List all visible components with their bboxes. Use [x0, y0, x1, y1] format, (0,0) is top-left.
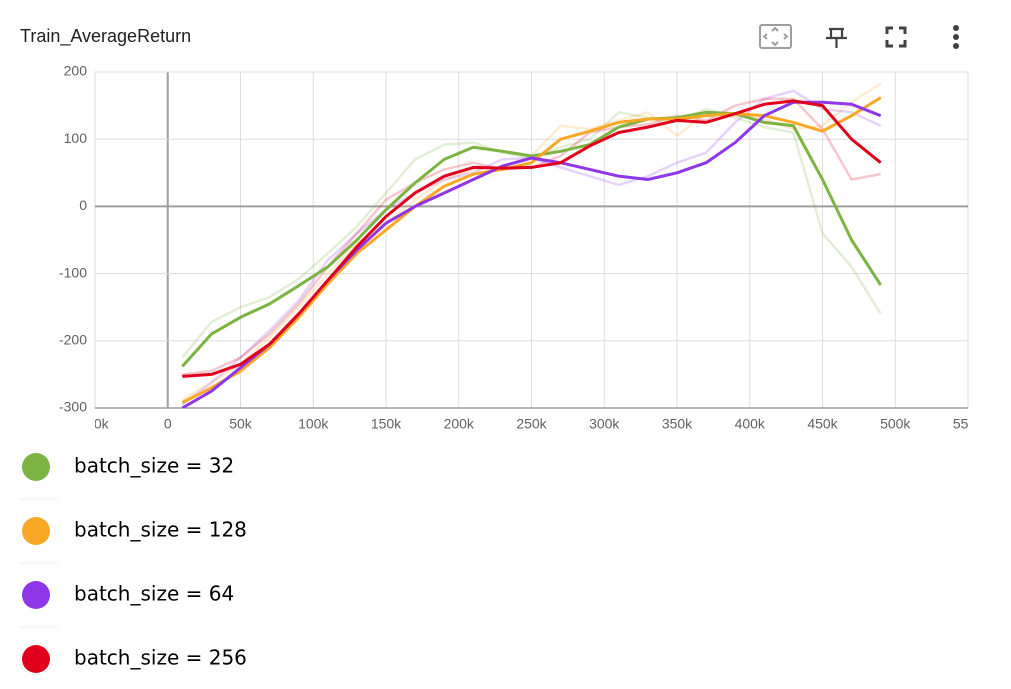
y-tick-label: -100 — [59, 264, 87, 280]
legend-swatch — [22, 517, 50, 545]
pin-icon[interactable] — [826, 27, 847, 48]
x-tick-label: 200k — [444, 416, 475, 432]
x-tick-label: -50k — [81, 416, 109, 432]
y-tick-label: 200 — [64, 63, 88, 79]
x-tick-label: 400k — [735, 416, 766, 432]
menu-icon[interactable] — [953, 25, 959, 49]
x-tick-label: 450k — [807, 416, 838, 432]
grid — [94, 71, 969, 409]
x-tick-label: 50k — [229, 416, 253, 432]
x-tick-label: 0 — [164, 416, 172, 432]
legend-label: batch_size = 128 — [74, 518, 247, 542]
legend-swatch — [22, 581, 50, 609]
legend-label: batch_size = 64 — [74, 582, 234, 606]
fit-icon[interactable] — [759, 24, 792, 49]
y-tick-label: 0 — [79, 197, 87, 213]
x-axis: -50k 0 50k 100k 150k 200k 250k 300k 350k 400k 450k… — [81, 416, 984, 432]
x-tick-label: 500k — [880, 416, 911, 432]
series-line — [181, 110, 882, 368]
legend-swatch — [22, 645, 50, 673]
x-tick-label: 350k — [662, 416, 693, 432]
legend-label: batch_size = 32 — [74, 454, 234, 478]
series-line — [182, 99, 882, 378]
x-tick-label: 250k — [516, 416, 547, 432]
y-tick-label: -300 — [59, 399, 87, 415]
chart-title: Train_AverageReturn — [20, 26, 191, 47]
x-tick-label: 300k — [589, 416, 620, 432]
x-tick-label: 550k — [953, 416, 984, 432]
x-tick-label: 150k — [371, 416, 402, 432]
y-tick-label: 100 — [64, 130, 88, 146]
y-tick-label: -200 — [59, 332, 87, 348]
fullscreen-icon[interactable] — [885, 26, 907, 48]
legend-label: batch_size = 256 — [74, 646, 247, 670]
plot-area — [181, 82, 882, 408]
x-tick-label: 100k — [298, 416, 329, 432]
y-axis: -300 -200 -100 0 100 200 — [59, 63, 88, 415]
legend-swatch — [22, 453, 50, 481]
legend: batch_size = 32 batch_size = 128 batch_siz… — [20, 453, 247, 673]
